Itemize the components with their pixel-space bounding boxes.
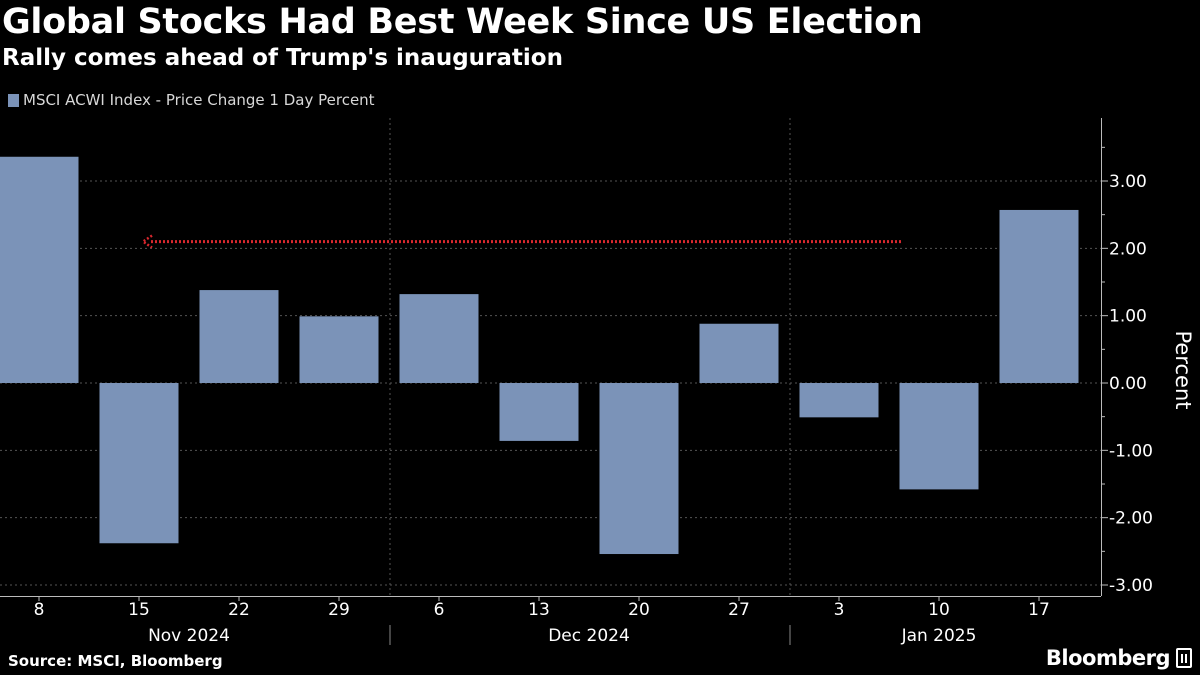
y-tick-label: 3.00 [1109, 172, 1147, 192]
y-tick-label: -3.00 [1109, 576, 1153, 596]
bar [999, 209, 1079, 383]
brand-name: Bloomberg [1045, 646, 1171, 670]
bar [799, 383, 879, 418]
bar [199, 290, 279, 383]
bar [699, 323, 779, 383]
x-tick-label: 3 [834, 600, 845, 620]
bar [599, 383, 679, 555]
x-month-label: Dec 2024 [548, 626, 630, 646]
x-tick-label: 22 [228, 600, 250, 620]
chart-legend: MSCI ACWI Index - Price Change 1 Day Per… [8, 91, 375, 109]
legend-label: MSCI ACWI Index - Price Change 1 Day Per… [23, 91, 375, 109]
x-tick-label: 27 [728, 600, 750, 620]
chart-title: Global Stocks Had Best Week Since US Ele… [2, 2, 923, 42]
y-tick-label: 0.00 [1109, 374, 1147, 394]
bloomberg-mark-icon [1176, 648, 1192, 668]
x-month-label: Jan 2025 [901, 626, 977, 646]
bar [99, 383, 179, 544]
legend-swatch [8, 93, 19, 107]
chart-subtitle: Rally comes ahead of Trump's inauguratio… [2, 45, 563, 71]
source-note: Source: MSCI, Bloomberg [8, 652, 223, 670]
x-tick-label: 15 [128, 600, 150, 620]
bar [0, 156, 79, 383]
y-tick-label: -2.00 [1109, 509, 1153, 529]
bar [399, 294, 479, 383]
bar [499, 383, 579, 441]
x-tick-label: 10 [928, 600, 950, 620]
annotation-arrowhead [140, 234, 153, 249]
x-tick-label: 29 [328, 600, 350, 620]
x-tick-label: 13 [528, 600, 550, 620]
bloomberg-logo: Bloomberg [1046, 646, 1192, 670]
y-tick-label: -1.00 [1109, 441, 1153, 461]
x-tick-label: 20 [628, 600, 650, 620]
x-tick-label: 17 [1028, 600, 1050, 620]
y-axis-title: Percent [1171, 330, 1195, 409]
y-tick-label: 2.00 [1109, 239, 1147, 259]
x-tick-label: 8 [34, 600, 45, 620]
bar [299, 316, 379, 383]
bar [899, 383, 979, 490]
x-month-label: Nov 2024 [148, 626, 230, 646]
y-tick-label: 1.00 [1109, 307, 1147, 327]
x-tick-label: 6 [434, 600, 445, 620]
